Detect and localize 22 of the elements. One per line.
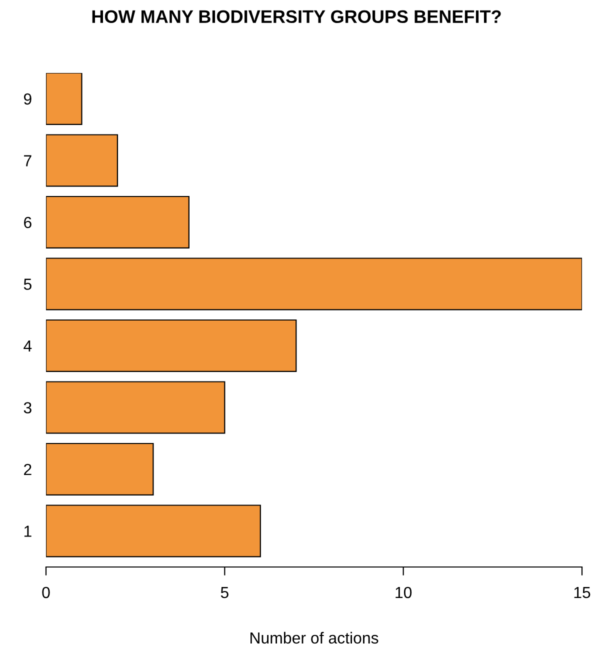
x-tick-label: 15 — [574, 587, 590, 598]
bar — [46, 381, 226, 434]
y-tick-label: 5 — [24, 278, 32, 290]
bar — [46, 504, 261, 558]
y-tick-label: 7 — [24, 155, 32, 166]
y-tick-label: 1 — [24, 526, 32, 537]
y-tick-label: 6 — [24, 216, 32, 228]
chart-title: HOW MANY BIODIVERSITY GROUPS BENEFIT? — [92, 10, 501, 24]
bar — [46, 258, 582, 310]
bar — [46, 319, 297, 372]
x-axis-title: Number of actions — [250, 632, 378, 644]
bar — [46, 134, 118, 187]
bar — [46, 442, 154, 496]
bar — [46, 196, 190, 249]
y-tick-label: 3 — [24, 402, 32, 414]
y-tick-label: 2 — [24, 464, 32, 476]
y-tick-label: 4 — [24, 340, 32, 352]
x-tick-label: 5 — [220, 587, 228, 598]
x-tick-label: 0 — [42, 586, 50, 598]
y-tick-label: 9 — [24, 93, 32, 105]
bar — [46, 73, 82, 126]
x-tick-label: 10 — [396, 586, 412, 598]
